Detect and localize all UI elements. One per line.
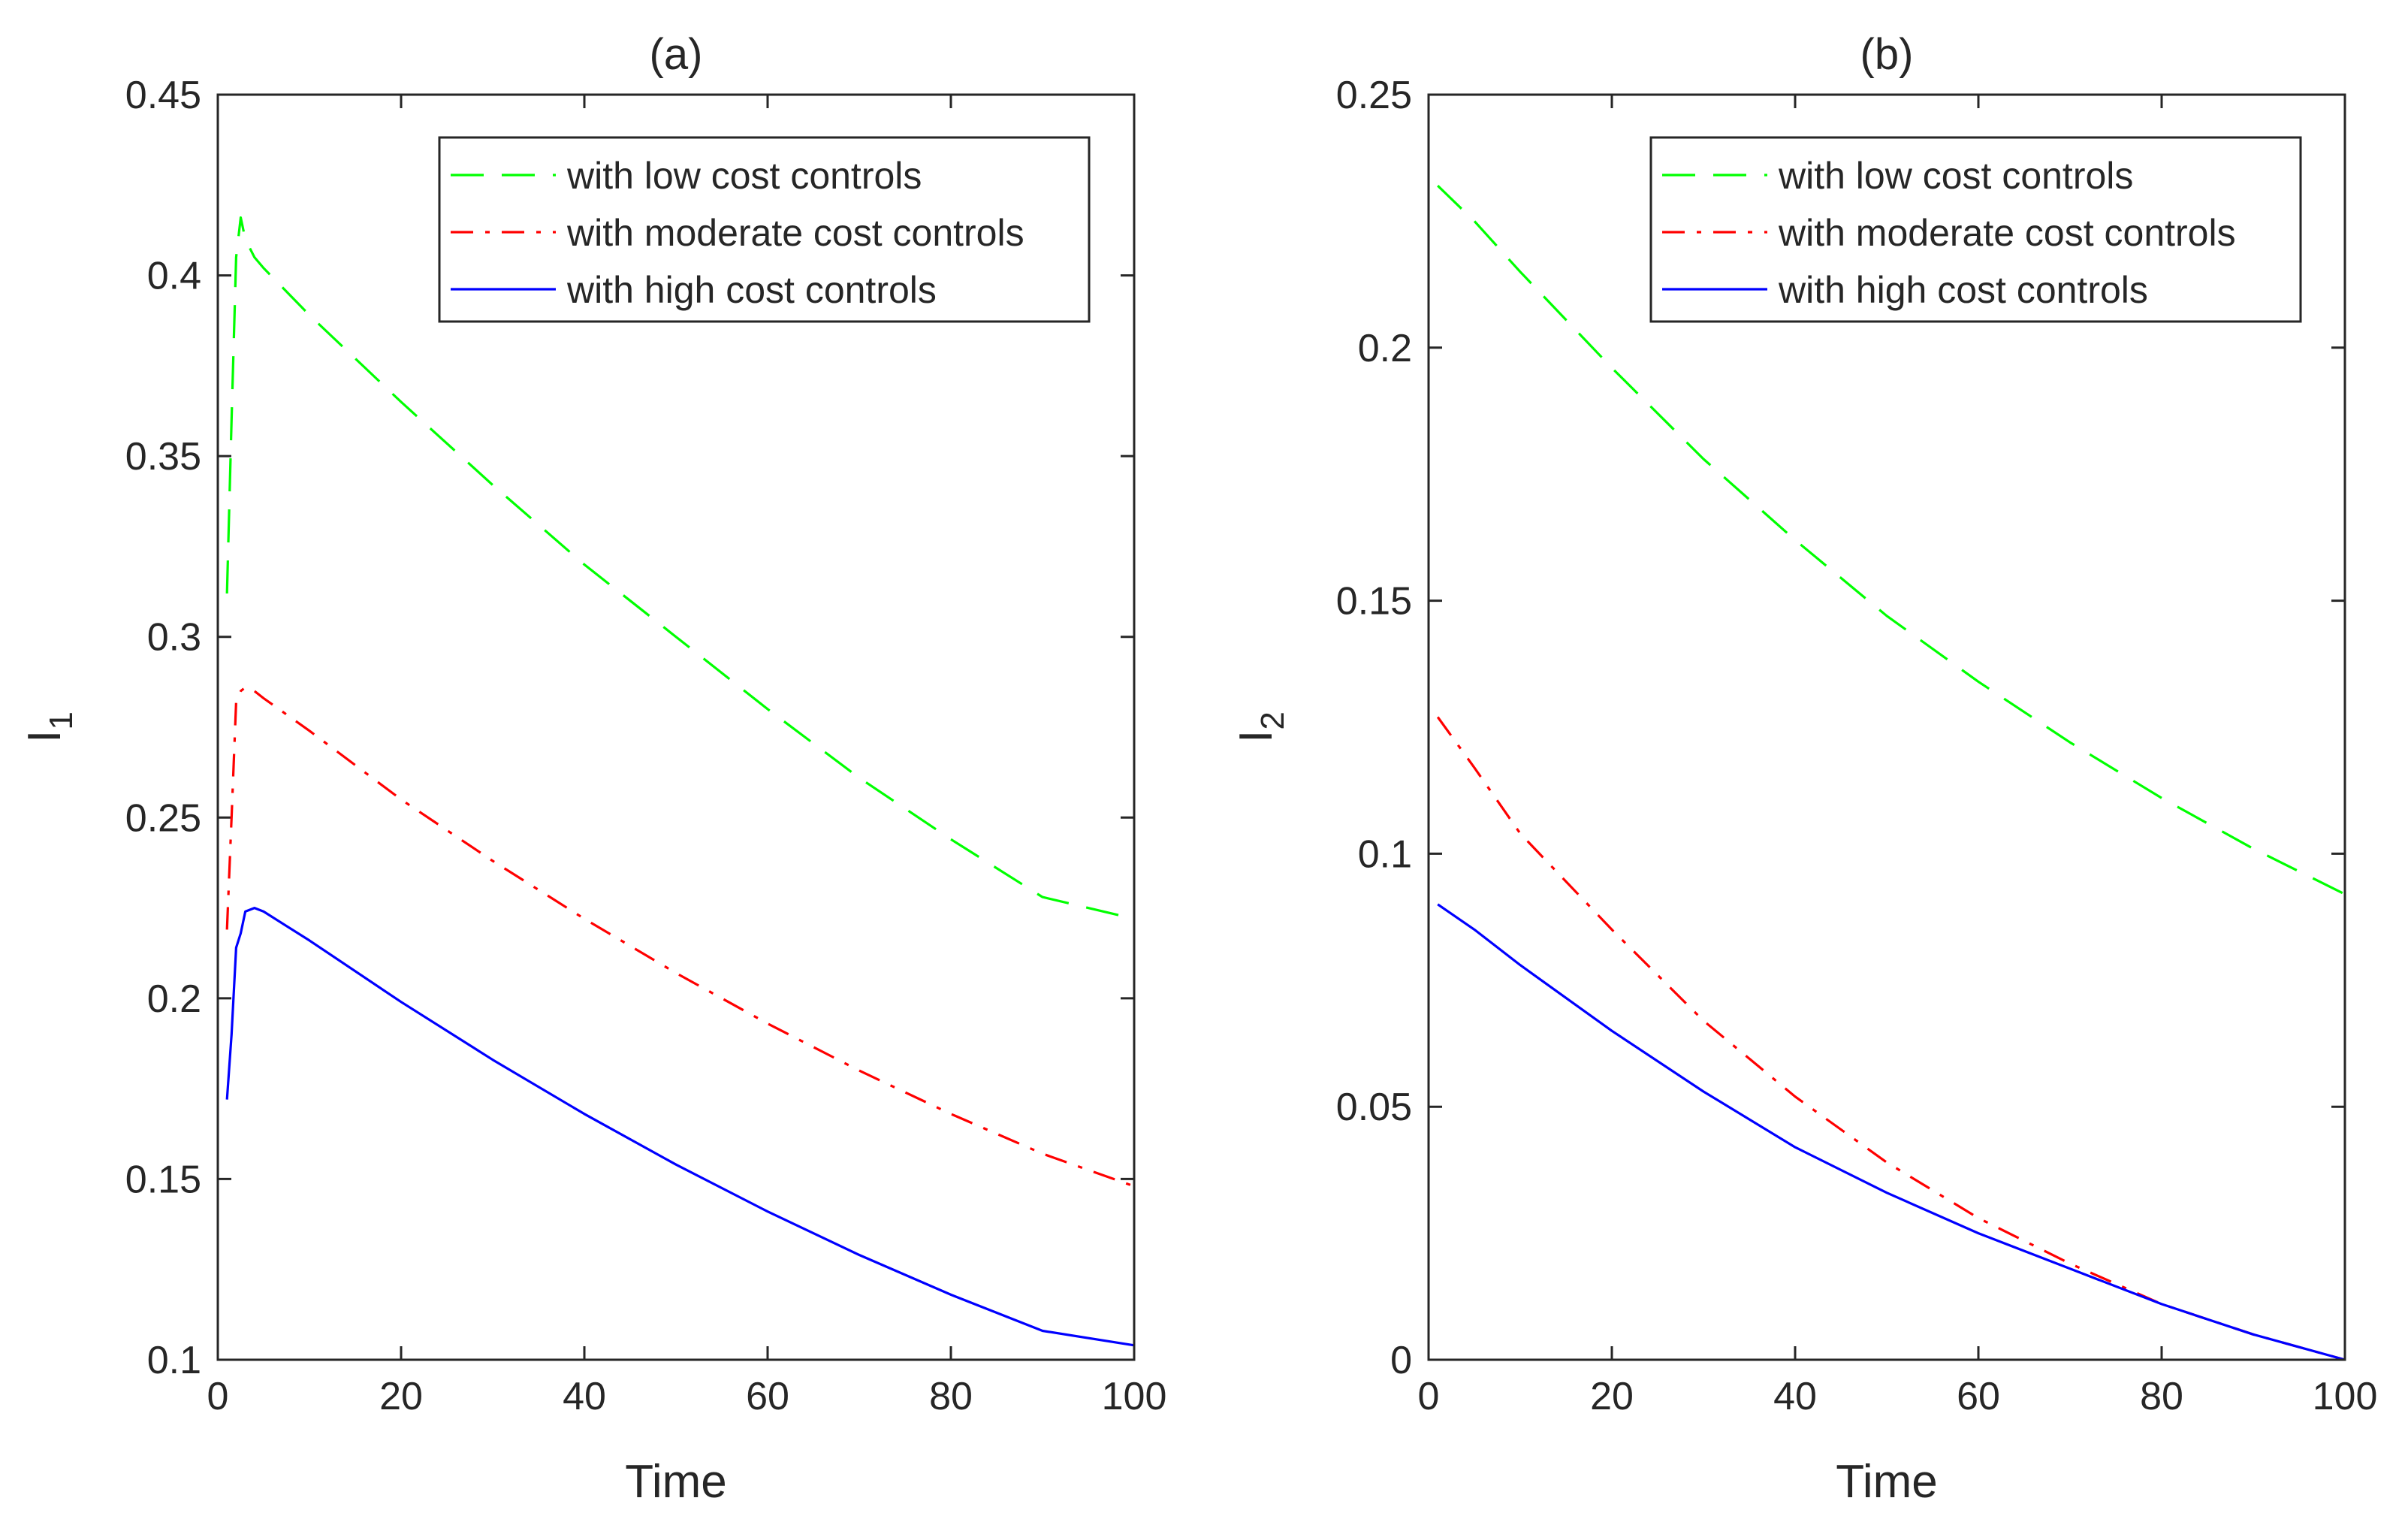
panel-a-y-axis-label: I1 [19,711,80,743]
panel-a: (a) 0 20 40 60 80 100 0.1 0.15 0.2 0.25 0.3 0.35 0.4… [19,30,1166,1508]
panel-b-x-tick-label-3: 60 [1957,1375,2000,1418]
panel-a-x-tick-label-5: 100 [1102,1375,1167,1418]
panel-a-x-tick-label-2: 40 [563,1375,606,1418]
panel-b-plot-area [1427,93,2346,1361]
panel-b-legend-label-low: with low cost controls [1778,155,2133,197]
panel-b: (b) 0 20 40 60 80 100 0 0.05 0.1 0.15 0.2 0.25 Time… [1230,30,2377,1508]
panel-b-x-tick-label-4: 80 [2140,1375,2183,1418]
panel-b-legend-box [1649,136,2302,323]
panel-a-ticks: 0 20 40 60 80 100 0.1 0.15 0.2 0.25 0.3 0.35 0.4 0.45 [125,74,1167,1418]
panel-a-x-tick-label-1: 20 [379,1375,423,1418]
panel-a-y-tick-label-6: 0.4 [147,255,201,298]
panel-a-y-tick-label-5: 0.35 [125,435,201,479]
panel-b-series-low [1437,185,2346,895]
panel-b-x-tick-label-1: 20 [1590,1375,1634,1418]
panel-a-x-axis-label: Time [625,1456,726,1508]
panel-b-series-moderate [1436,716,2346,1361]
panel-a-series-high [225,906,1135,1347]
panel-a-y-tick-label-1: 0.15 [125,1158,201,1201]
panel-b-y-axis-label: I2 [1230,711,1291,743]
panel-b-y-axis-label-subscript: 2 [1254,711,1291,729]
panel-a-legend: with low cost controls with moderate cos… [438,136,1091,323]
panel-a-y-tick-label-3: 0.25 [125,796,201,840]
panel-a-y-axis-label-main: I [19,730,71,743]
panel-b-x-tick-label-5: 100 [2313,1375,2378,1418]
panel-a-x-tick-label-3: 60 [746,1375,789,1418]
panel-a-series-low [225,216,1135,920]
panel-a-legend-label-moderate: with moderate cost controls [566,212,1024,254]
panel-b-series-high [1437,903,2346,1361]
panel-b-x-tick-label-0: 0 [1418,1375,1440,1418]
panel-b-y-tick-label-4: 0.2 [1358,327,1412,370]
panel-b-legend-label-moderate: with moderate cost controls [1778,212,2236,254]
panel-b-legend: with low cost controls with moderate cos… [1649,136,2302,323]
panel-a-y-axis-label-subscript: 1 [43,711,80,729]
panel-a-series [225,216,1135,1347]
panel-a-legend-label-low: with low cost controls [566,155,922,197]
panel-b-legend-label-high: with high cost controls [1778,269,2148,311]
panel-a-title: (a) [650,30,703,79]
panel-a-y-tick-label-7: 0.45 [125,74,201,117]
panel-a-y-tick-label-0: 0.1 [147,1339,201,1382]
panel-a-plot-area [216,93,1136,1361]
panel-b-y-tick-label-3: 0.15 [1336,580,1412,624]
panel-b-y-tick-label-1: 0.05 [1336,1086,1412,1129]
panel-b-y-tick-label-5: 0.25 [1336,74,1412,117]
panel-a-x-tick-label-4: 80 [929,1375,973,1418]
panel-a-y-tick-label-4: 0.3 [147,616,201,660]
panel-b-y-axis-label-main: I [1230,730,1282,743]
panel-a-legend-box [438,136,1091,323]
panel-a-y-tick-label-2: 0.2 [147,977,201,1021]
panel-a-legend-label-high: with high cost controls [566,269,937,311]
panel-b-x-axis-label: Time [1836,1456,1937,1508]
panel-b-title: (b) [1860,30,1914,79]
panel-b-y-tick-label-2: 0.1 [1358,832,1412,876]
panel-a-x-tick-label-0: 0 [207,1375,229,1418]
panel-b-y-tick-label-0: 0 [1390,1339,1412,1382]
panel-b-series [1436,185,2346,1361]
panel-b-x-tick-label-2: 40 [1773,1375,1817,1418]
